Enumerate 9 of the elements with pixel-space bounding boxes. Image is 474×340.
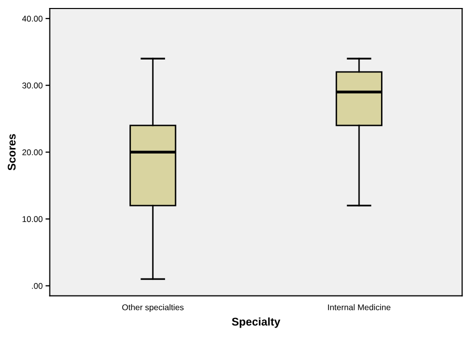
x-tick-label: Internal Medicine <box>328 304 390 310</box>
y-tick-label: 30.00 <box>22 82 42 88</box>
y-tick-label: 40.00 <box>22 16 42 22</box>
x-axis-title: Specialty <box>232 317 280 328</box>
y-tick-label: .00 <box>32 282 42 289</box>
y-tick-label: 10.00 <box>22 216 42 222</box>
y-tick-label: 20.00 <box>22 149 42 156</box>
y-axis-title: Scores <box>8 134 16 170</box>
x-tick-label: Other specialties <box>122 304 184 312</box>
